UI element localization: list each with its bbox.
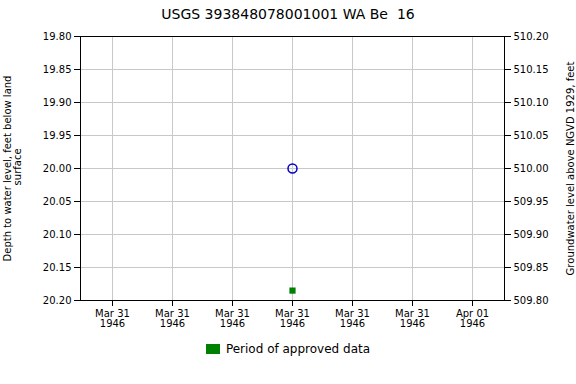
svg-text:510.20: 510.20 (514, 31, 549, 42)
svg-text:Mar 311946: Mar 311946 (95, 308, 130, 329)
svg-text:510.15: 510.15 (514, 64, 549, 75)
svg-text:Mar 311946: Mar 311946 (275, 308, 310, 329)
svg-text:509.80: 509.80 (514, 295, 549, 306)
svg-text:510.00: 510.00 (514, 163, 549, 174)
svg-text:510.05: 510.05 (514, 130, 549, 141)
svg-text:Depth to water level, feet bel: Depth to water level, feet below land su… (2, 76, 23, 262)
svg-text:19.95: 19.95 (43, 130, 72, 141)
svg-text:19.85: 19.85 (43, 64, 72, 75)
svg-text:19.80: 19.80 (43, 31, 72, 42)
svg-text:20.00: 20.00 (43, 163, 72, 174)
svg-text:509.90: 509.90 (514, 229, 549, 240)
svg-text:Mar 311946: Mar 311946 (335, 308, 370, 329)
svg-text:Groundwater level above NGVD 1: Groundwater level above NGVD 1929, feet (565, 62, 576, 276)
html-text:Period of approved data: Period of approved data (225, 342, 371, 356)
svg-text:Apr 011946: Apr 011946 (456, 308, 489, 329)
svg-text:Mar 311946: Mar 311946 (215, 308, 250, 329)
svg-text:510.10: 510.10 (514, 97, 549, 108)
svg-text:20.05: 20.05 (43, 196, 72, 207)
svg-text:19.90: 19.90 (43, 97, 72, 108)
html-text:USGS 393848078001001 WA Be 16: USGS 393848078001001 WA Be 16 (161, 6, 415, 22)
svg-text:20.10: 20.10 (43, 229, 72, 240)
svg-text:20.20: 20.20 (43, 295, 72, 306)
svg-text:20.15: 20.15 (43, 262, 72, 273)
svg-text:Mar 311946: Mar 311946 (395, 308, 430, 329)
svg-text:Mar 311946: Mar 311946 (155, 308, 190, 329)
svg-text:509.85: 509.85 (514, 262, 549, 273)
svg-text:509.95: 509.95 (514, 196, 549, 207)
